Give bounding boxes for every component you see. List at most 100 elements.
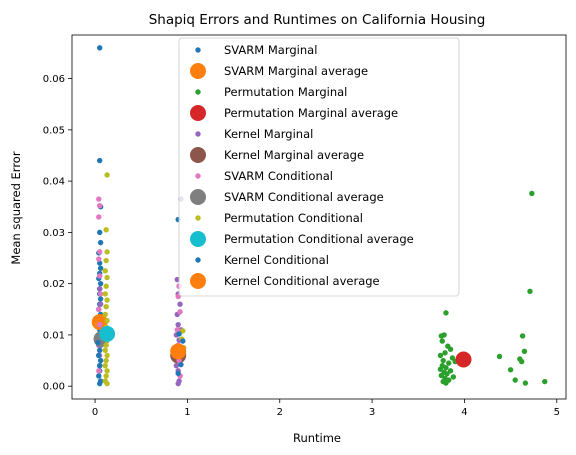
legend-label: SVARM Conditional	[224, 169, 333, 183]
data-point	[104, 352, 110, 359]
y-tick-label: 0.05	[43, 125, 65, 136]
data-point	[104, 172, 110, 178]
data-point	[102, 362, 108, 369]
legend-marker	[190, 63, 206, 79]
legend-label: SVARM Marginal	[224, 43, 317, 57]
data-point	[97, 347, 103, 353]
data-point	[102, 268, 108, 274]
data-point	[97, 357, 104, 364]
data-point	[96, 373, 102, 379]
y-tick-label: 0.03	[43, 228, 65, 239]
data-point	[441, 332, 447, 338]
legend-marker	[195, 215, 201, 221]
legend-label: SVARM Marginal average	[224, 64, 368, 78]
data-point	[443, 365, 449, 371]
data-point	[96, 256, 102, 262]
y-axis-label: Mean squared Error	[9, 151, 23, 264]
data-point	[96, 368, 102, 374]
legend-entry: Permutation Conditional average	[190, 231, 414, 247]
x-tick-label: 0	[92, 407, 98, 418]
data-point	[97, 203, 103, 209]
data-point	[104, 274, 110, 281]
data-point	[104, 368, 110, 374]
data-point	[177, 301, 183, 307]
legend-marker	[190, 231, 206, 247]
data-point	[104, 380, 110, 387]
data-point	[97, 229, 103, 236]
series-3	[455, 351, 472, 368]
data-point	[512, 377, 518, 383]
data-point	[447, 368, 454, 374]
data-point	[96, 352, 102, 359]
data-point	[437, 366, 444, 372]
data-point	[173, 362, 180, 369]
legend-entry: Permutation Marginal average	[190, 105, 398, 121]
legend: SVARM Marginal SVARM Marginal average Perm…	[178, 37, 460, 297]
data-point	[176, 331, 182, 337]
legend-marker	[195, 131, 201, 137]
legend-entry: Kernel Marginal	[195, 127, 313, 141]
x-axis-label: Runtime	[293, 431, 341, 445]
data-point	[450, 374, 457, 380]
data-point	[178, 361, 184, 368]
legend-entry: Permutation Conditional	[195, 211, 363, 225]
legend-label: Permutation Conditional average	[224, 232, 414, 246]
data-point	[97, 273, 103, 279]
legend-label: SVARM Conditional average	[224, 190, 384, 204]
data-point	[542, 378, 548, 385]
data-point	[522, 380, 529, 386]
legend-entry: Permutation Marginal	[195, 85, 347, 99]
y-tick-label: 0.02	[43, 279, 65, 290]
legend-entry: SVARM Marginal	[195, 43, 317, 57]
legend-marker	[190, 273, 206, 289]
data-point	[175, 321, 181, 328]
y-tick-label: 0.06	[43, 74, 65, 85]
legend-box	[178, 37, 460, 297]
data-point	[103, 304, 109, 310]
legend-entry: SVARM Conditional	[195, 169, 333, 183]
series-9	[99, 325, 116, 342]
data-point	[440, 357, 446, 364]
data-point	[180, 338, 186, 344]
data-point	[447, 346, 454, 352]
data-point	[438, 372, 445, 379]
x-tick-label: 4	[461, 407, 467, 418]
data-point	[102, 347, 108, 353]
data-point	[97, 380, 103, 387]
data-point	[177, 309, 183, 315]
data-point	[104, 317, 110, 324]
data-point	[496, 353, 503, 360]
data-point	[97, 280, 104, 287]
series-11	[170, 343, 187, 360]
legend-entry: SVARM Marginal average	[190, 63, 368, 79]
data-point	[97, 301, 104, 307]
data-point	[97, 157, 103, 164]
data-point	[97, 291, 104, 297]
data-point	[104, 249, 110, 255]
data-point	[175, 380, 181, 387]
legend-label: Kernel Conditional average	[224, 274, 380, 288]
data-point	[104, 297, 110, 303]
average-point	[99, 325, 116, 342]
data-point	[442, 350, 448, 356]
data-point	[97, 239, 104, 246]
x-tick-label: 1	[184, 407, 190, 418]
x-axis: 0 1 2 3 4 5	[92, 399, 560, 418]
data-point	[103, 342, 109, 348]
data-point	[180, 328, 186, 334]
data-point	[507, 367, 514, 373]
data-point	[443, 380, 449, 386]
x-tick-label: 3	[369, 407, 375, 418]
data-point	[97, 362, 103, 369]
series-2	[437, 190, 548, 386]
data-point	[446, 360, 452, 366]
data-point	[175, 370, 181, 377]
legend-marker	[195, 257, 201, 263]
data-point	[97, 321, 103, 328]
data-point	[527, 288, 533, 295]
data-point	[97, 249, 103, 255]
axes-frame	[71, 34, 567, 400]
data-point	[103, 257, 109, 264]
average-point	[455, 351, 472, 368]
